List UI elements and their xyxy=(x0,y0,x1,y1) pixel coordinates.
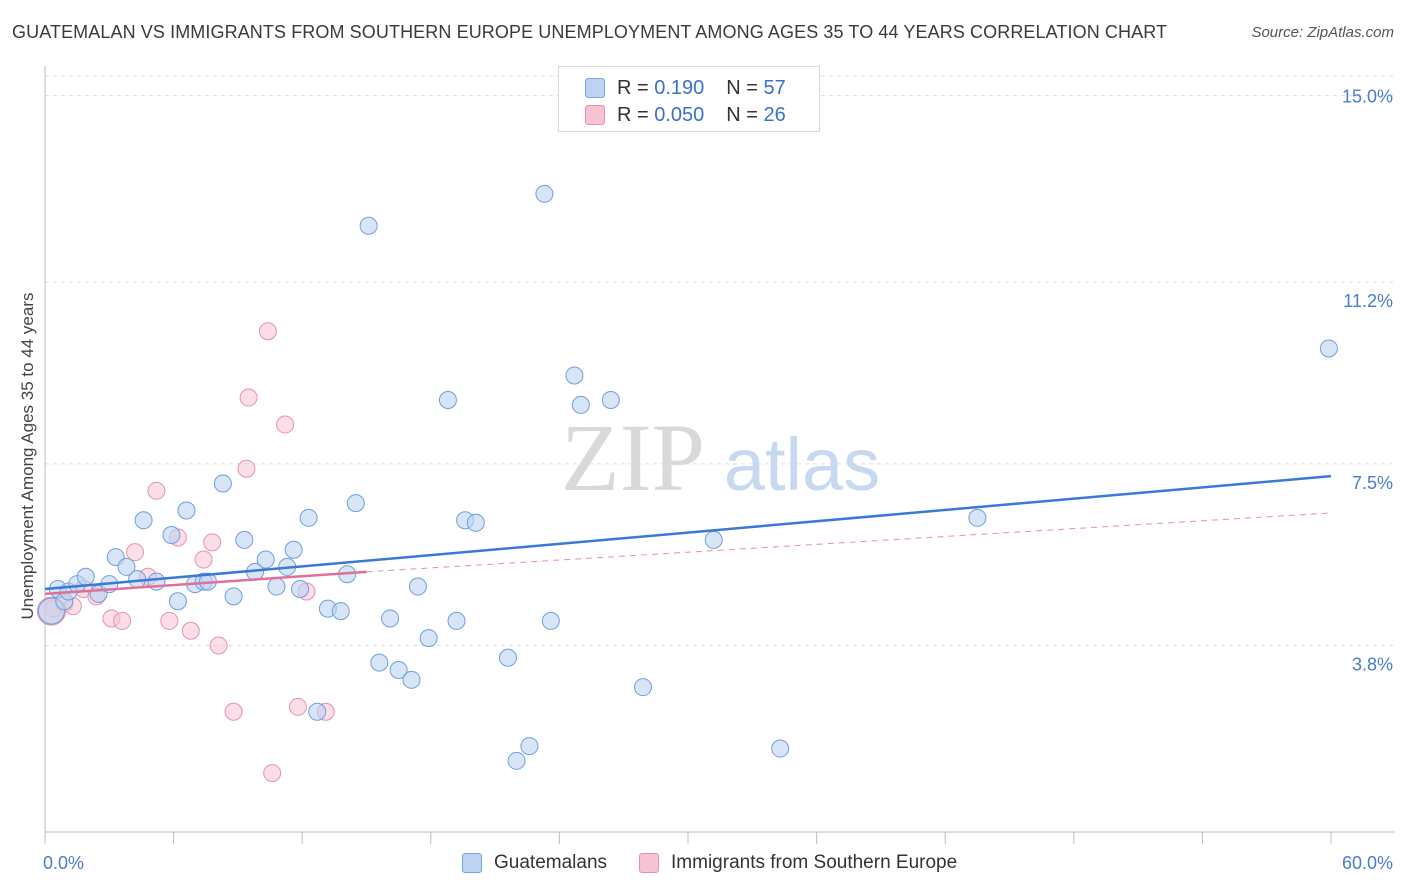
y-tick-label: 11.2% xyxy=(1343,291,1393,311)
point-guatemalans xyxy=(571,395,590,414)
point-guatemalans xyxy=(134,511,153,530)
point-guatemalans xyxy=(299,508,318,527)
legend-swatch-pink xyxy=(585,105,605,125)
trend-southern-europe xyxy=(44,570,367,596)
point-southern-europe xyxy=(194,550,213,569)
point-guatemalans xyxy=(704,530,723,549)
watermark-atlas: atlas xyxy=(724,423,880,506)
legend-r-label: R = xyxy=(617,76,649,99)
point-guatemalans xyxy=(507,751,526,770)
point-southern-europe xyxy=(203,533,222,552)
y-tick-label: 15.0% xyxy=(1342,87,1393,107)
legend-swatch-blue xyxy=(585,78,605,98)
point-guatemalans xyxy=(402,670,421,689)
point-guatemalans xyxy=(346,494,365,513)
point-guatemalans xyxy=(256,550,275,569)
legend-item-southern-europe[interactable]: Immigrants from Southern Europe xyxy=(639,852,957,874)
point-guatemalans xyxy=(601,391,620,409)
point-guatemalans xyxy=(498,648,517,667)
point-guatemalans xyxy=(235,530,254,549)
point-guatemalans xyxy=(177,501,196,520)
chart-title: GUATEMALAN VS IMMIGRANTS FROM SOUTHERN E… xyxy=(12,22,1168,42)
axes xyxy=(44,66,1395,844)
point-guatemalans xyxy=(308,702,327,721)
point-guatemalans xyxy=(162,526,181,544)
point-guatemalans xyxy=(291,580,310,598)
legend-n-label: N = xyxy=(726,76,758,99)
point-guatemalans xyxy=(968,508,987,527)
point-southern-europe xyxy=(209,636,228,655)
point-southern-europe xyxy=(181,621,200,640)
point-southern-europe xyxy=(239,388,258,407)
point-southern-europe xyxy=(288,697,307,716)
series-legend: Guatemalans Immigrants from Southern Eur… xyxy=(462,852,989,874)
y-tick-label: 3.8% xyxy=(1352,654,1393,674)
trend-guatemalans xyxy=(44,474,1332,591)
point-guatemalans xyxy=(633,678,652,697)
legend-label-southern-europe: Immigrants from Southern Europe xyxy=(671,852,958,873)
point-guatemalans xyxy=(267,577,286,596)
legend-n-value-pink: 26 xyxy=(763,103,786,126)
watermark: ZIP atlas xyxy=(561,404,880,511)
legend-r-label: R = xyxy=(617,103,649,126)
point-guatemalans xyxy=(224,587,243,606)
point-guatemalans xyxy=(771,739,790,758)
point-southern-europe xyxy=(258,322,277,341)
legend-item-guatemalans[interactable]: Guatemalans xyxy=(462,852,607,874)
point-southern-europe xyxy=(113,611,132,630)
point-southern-europe xyxy=(237,459,256,478)
point-guatemalans xyxy=(359,216,378,235)
point-guatemalans xyxy=(117,557,136,576)
point-guatemalans xyxy=(168,592,187,611)
legend-swatch-blue xyxy=(462,853,482,873)
point-southern-europe xyxy=(160,611,179,630)
point-guatemalans xyxy=(1319,339,1338,358)
point-guatemalans xyxy=(438,391,457,409)
source-label: Source: ZipAtlas.com xyxy=(1251,24,1394,41)
point-southern-europe xyxy=(126,543,145,562)
legend-row-southern-europe: R = 0.050 N = 26 xyxy=(585,101,786,129)
point-guatemalans xyxy=(565,366,584,385)
point-guatemalans xyxy=(284,540,303,559)
legend-swatch-pink xyxy=(639,853,660,873)
point-guatemalans xyxy=(419,629,438,648)
point-guatemalans xyxy=(213,474,232,493)
legend-r-value-blue: 0.190 xyxy=(654,76,705,99)
legend-row-guatemalans: R = 0.190 N = 57 xyxy=(585,74,786,102)
watermark-zip: ZIP xyxy=(561,404,705,511)
point-guatemalans xyxy=(466,513,485,532)
y-tick-label: 7.5% xyxy=(1352,473,1393,493)
series-guatemalans-points xyxy=(37,184,1338,770)
point-southern-europe xyxy=(224,702,243,721)
x-tick-label-max: 60.0% xyxy=(1342,853,1393,873)
point-guatemalans xyxy=(381,609,400,628)
point-guatemalans xyxy=(76,567,95,586)
point-southern-europe xyxy=(147,481,166,500)
point-guatemalans xyxy=(408,577,427,596)
point-guatemalans xyxy=(389,661,408,679)
legend-label-guatemalans: Guatemalans xyxy=(494,852,608,873)
tick-labels: 3.8% 7.5% 11.2% 15.0% 0.0% 60.0% xyxy=(43,87,1393,873)
point-guatemalans xyxy=(447,611,466,630)
trend-lines xyxy=(44,474,1332,596)
point-guatemalans xyxy=(520,737,539,756)
gridlines xyxy=(45,75,1395,646)
legend-n-label: N = xyxy=(726,103,758,126)
legend-n-value-blue: 57 xyxy=(763,76,786,99)
point-guatemalans xyxy=(535,184,554,203)
point-guatemalans xyxy=(541,611,560,630)
point-guatemalans xyxy=(370,653,389,672)
point-guatemalans xyxy=(331,602,350,621)
x-tick-label-min: 0.0% xyxy=(43,853,84,873)
point-southern-europe xyxy=(276,415,295,434)
trend-southern-europe-extension xyxy=(366,512,1332,573)
legend-r-value-pink: 0.050 xyxy=(654,103,705,126)
point-southern-europe xyxy=(263,764,282,783)
correlation-legend: R = 0.190 N = 57 R = 0.050 N = 26 xyxy=(558,66,820,132)
